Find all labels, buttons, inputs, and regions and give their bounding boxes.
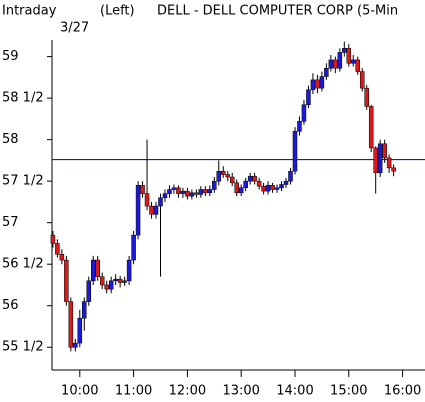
x-tick-label: 13:00 [222,384,259,399]
y-tick-label: 58 [2,132,19,147]
y-tick-label: 56 [2,298,19,313]
date-label: 3/27 [60,21,89,36]
candle-body [243,180,248,189]
candle-body [337,52,343,69]
candle-body [140,185,145,194]
candle-body [171,187,177,190]
candle-body [153,205,159,215]
candle-body [149,205,154,215]
candle-body [122,280,127,283]
candle-body [256,180,262,187]
candle-body [50,234,56,244]
y-tick-label: 59 [2,49,19,64]
candle-body [95,259,100,277]
candle-body [126,259,132,282]
candle-body [261,185,266,192]
candle-body [333,59,338,69]
y-tick-label: 57 [2,215,19,230]
candle-body [288,170,293,182]
candle-body [364,87,369,107]
candle-body [86,280,92,302]
candle-body [234,182,239,194]
candle-body [238,187,244,194]
candle-body [292,131,298,172]
candle-body [355,59,361,72]
x-tick-label: 11:00 [115,384,152,399]
candle-body [373,147,378,174]
y-tick-label: 56 1/2 [2,257,44,272]
candle-body [185,190,190,197]
candle-body [176,187,181,194]
candle-body [59,253,65,261]
candle-body [310,79,316,91]
candle-body [189,192,195,197]
y-tick-label: 58 1/2 [2,91,44,106]
candle-body [216,170,222,182]
candle-body [162,193,168,199]
candle-body [117,278,123,283]
candle-body [64,259,69,302]
candle-body [283,180,289,185]
candle-body [391,167,396,172]
candle-body [342,48,347,53]
candle-body [99,276,105,286]
candle-body [221,170,226,175]
candle-body [274,187,280,190]
candle-body [104,284,109,290]
chart-title: DELL - DELL COMPUTER CORP (5-Min [157,4,398,19]
candle-body [315,79,320,89]
candle-body [113,278,118,282]
candle-body [346,48,352,64]
candle-body [297,121,302,132]
x-tick-label: 12:00 [169,384,206,399]
candle-body [359,71,365,89]
candle-body [324,67,329,77]
candle-body [203,189,208,194]
candle-body [194,192,199,195]
candle-body [247,175,253,182]
x-tick-label: 10:00 [61,384,98,399]
candle-body [382,143,387,159]
candle-body [77,317,83,344]
candle-body [306,89,311,106]
candle-body [328,59,334,69]
candle-body [252,175,257,182]
candle-body [351,59,356,64]
y-tick-label: 55 1/2 [2,340,44,355]
candle-body [144,193,150,207]
candle-body [135,185,141,236]
candle-body [319,76,325,89]
candle-body [158,197,163,207]
candle-body [207,189,213,194]
x-tick-label: 16:00 [384,384,421,399]
candle-body [198,189,204,195]
candle-body [368,106,374,149]
candle-body [377,143,383,174]
axis-side-label: (Left) [100,4,135,19]
period-label: Intraday [2,4,57,19]
y-tick-label: 57 1/2 [2,174,44,189]
candle-body [386,157,392,169]
x-tick-label: 14:00 [276,384,313,399]
candle-body [131,234,136,261]
candle-body [55,243,60,255]
candle-body [270,185,275,190]
x-tick-label: 15:00 [330,384,367,399]
candle-body [212,180,217,190]
candle-body [225,174,230,178]
candle-body [82,301,87,319]
candle-body [108,280,114,290]
candle-body [68,301,74,348]
candle-body [90,259,96,282]
candle-body [180,190,186,194]
candle-body [167,189,172,194]
candle-body [279,184,284,189]
candle-body [229,176,235,184]
candle-body [265,185,271,192]
candle-body [301,104,307,122]
candle-body [73,342,78,348]
